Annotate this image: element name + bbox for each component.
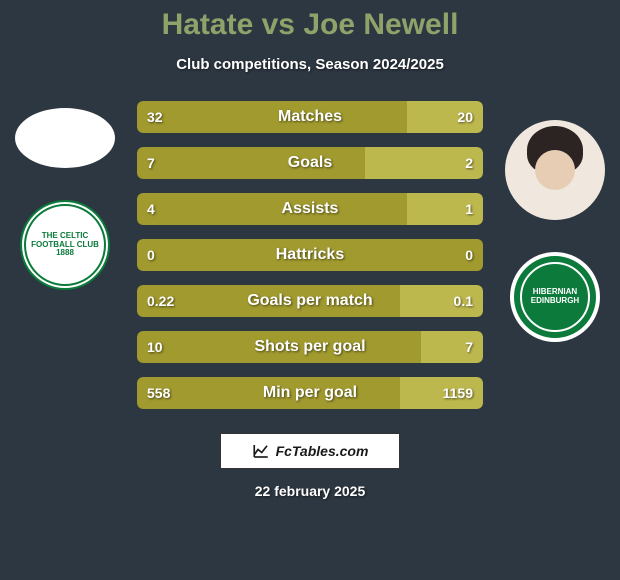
stat-value-right: 7	[465, 331, 473, 363]
title-player2: Joe Newell	[303, 8, 458, 41]
stat-bar-left	[137, 331, 421, 363]
stat-value-left: 10	[147, 331, 163, 363]
stat-value-right: 0	[465, 239, 473, 271]
stat-row: 107Shots per goal	[137, 331, 483, 363]
stat-row: 72Goals	[137, 147, 483, 179]
card-title: Hatate vs Joe Newell	[0, 8, 620, 42]
stat-value-left: 32	[147, 101, 163, 133]
stat-value-left: 4	[147, 193, 155, 225]
stat-value-left: 558	[147, 377, 170, 409]
right-player-column: HIBERNIAN EDINBURGH	[500, 120, 610, 342]
stat-bar-left	[137, 193, 407, 225]
stat-value-left: 0.22	[147, 285, 174, 317]
comparison-card: Hatate vs Joe Newell Club competitions, …	[0, 0, 620, 580]
stat-row: 0.220.1Goals per match	[137, 285, 483, 317]
stat-bar-left	[137, 377, 400, 409]
left-player-column: THE CELTIC FOOTBALL CLUB 1888	[10, 108, 120, 290]
stat-row: 3220Matches	[137, 101, 483, 133]
stat-value-left: 0	[147, 239, 155, 271]
stat-bar-right	[421, 331, 483, 363]
stat-row: 00Hattricks	[137, 239, 483, 271]
player1-club-badge: THE CELTIC FOOTBALL CLUB 1888	[20, 200, 110, 290]
chart-icon	[252, 442, 270, 460]
stat-bar-left	[137, 101, 407, 133]
stat-value-right: 0.1	[454, 285, 473, 317]
title-player1: Hatate	[162, 8, 254, 41]
comparison-bars: 3220Matches72Goals41Assists00Hattricks0.…	[137, 101, 483, 409]
footer-logo-text: FcTables.com	[276, 443, 369, 459]
card-subtitle: Club competitions, Season 2024/2025	[0, 56, 620, 73]
footer-date: 22 february 2025	[0, 483, 620, 499]
stat-bar-left	[137, 285, 400, 317]
stat-bar-left	[137, 147, 365, 179]
footer-logo: FcTables.com	[220, 433, 400, 469]
player2-avatar	[505, 120, 605, 220]
player2-club-text: HIBERNIAN EDINBURGH	[514, 288, 596, 306]
stat-row: 41Assists	[137, 193, 483, 225]
player1-club-text: THE CELTIC FOOTBALL CLUB 1888	[26, 232, 104, 258]
player2-club-badge: HIBERNIAN EDINBURGH	[510, 252, 600, 342]
stat-row: 5581159Min per goal	[137, 377, 483, 409]
player1-avatar	[15, 108, 115, 168]
stat-bar-left	[137, 239, 483, 271]
stat-value-left: 7	[147, 147, 155, 179]
stat-value-right: 20	[457, 101, 473, 133]
stat-value-right: 1159	[443, 377, 473, 409]
title-vs: vs	[262, 8, 295, 41]
stat-value-right: 2	[465, 147, 473, 179]
stat-value-right: 1	[465, 193, 473, 225]
